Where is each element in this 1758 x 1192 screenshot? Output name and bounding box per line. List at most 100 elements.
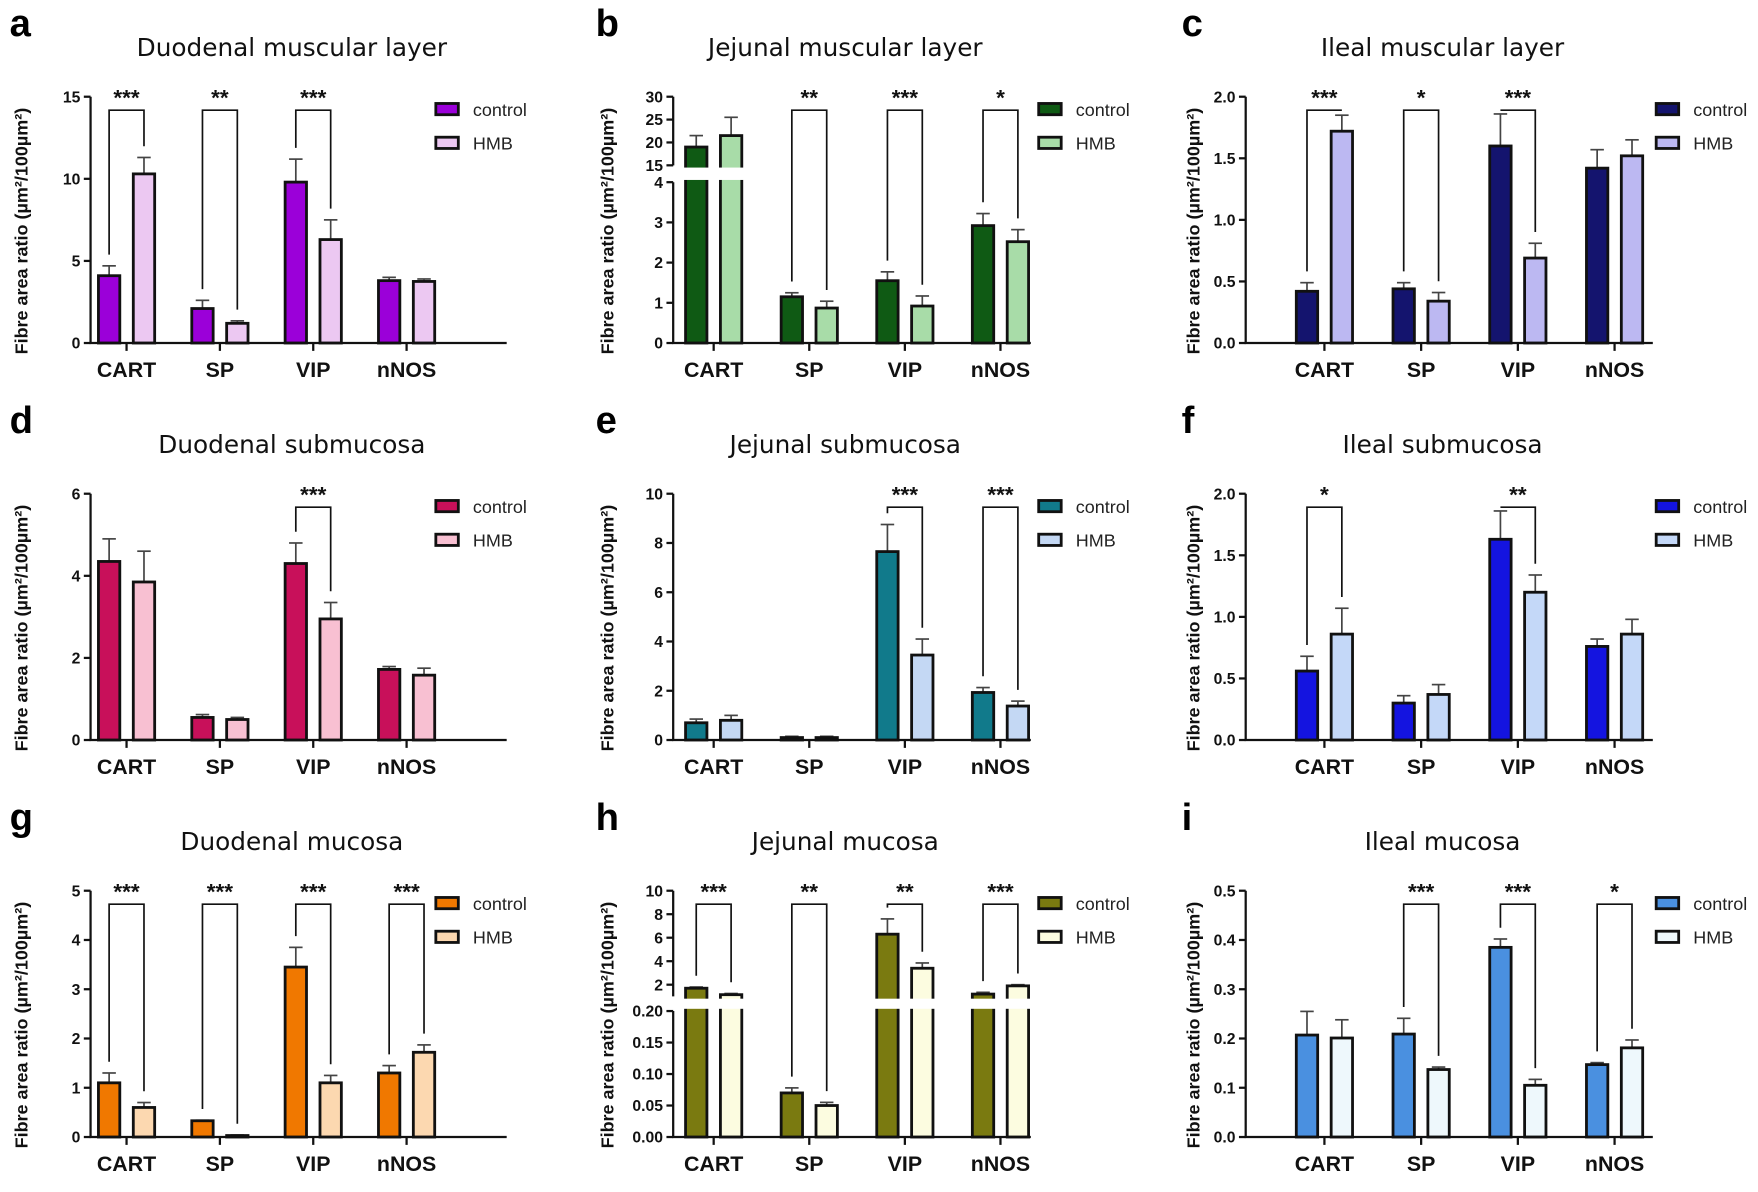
y-tick-label: 6	[654, 585, 663, 602]
significance-bracket	[790, 903, 828, 1092]
significance-label: **	[801, 86, 819, 111]
bar-hmb-vip	[910, 966, 935, 1139]
y-axis-label: Fibre area ratio (µm²/100µm²)	[598, 505, 618, 752]
x-tick-label: VIP	[1501, 755, 1535, 779]
legend-label: control	[473, 497, 527, 517]
x-tick-label: CART	[684, 358, 743, 382]
significance-bracket	[790, 109, 828, 290]
y-tick-label: 3	[72, 982, 81, 999]
chart-g: g Duodenal mucosa Fibre area ratio (µm²/10…	[10, 796, 527, 1176]
significance-label: **	[801, 880, 819, 905]
y-tick-label: 8	[654, 907, 663, 924]
bar-hmb-vip	[318, 1081, 343, 1139]
legend-label: HMB	[1693, 134, 1733, 154]
legend-swatch-control	[1654, 102, 1681, 117]
bar-control-nnos	[970, 691, 996, 742]
chart-b: b Jejunal muscular layer Fibre area ratio …	[596, 2, 1130, 382]
bar-control-vip	[875, 932, 900, 1139]
y-tick-label: 8	[654, 536, 663, 553]
legend-swatch-hmb	[1037, 532, 1063, 547]
x-tick-label: VIP	[1501, 1152, 1535, 1176]
significance-bracket	[982, 109, 1019, 219]
x-tick-label: SP	[1407, 1152, 1436, 1176]
y-tick-label: 2	[654, 255, 663, 272]
legend-swatch-hmb	[434, 929, 460, 944]
bar-hmb-nnos	[411, 280, 437, 345]
bar-control-cart	[1294, 289, 1320, 345]
x-tick-label: nNOS	[377, 358, 436, 382]
legend-label: HMB	[1076, 134, 1116, 154]
y-tick-label: 1.5	[1214, 548, 1236, 565]
chart-title: Jejunal mucosa	[750, 827, 939, 856]
panel-i: i Ileal mucosa Fibre area ratio (µm²/100µm…	[1172, 794, 1758, 1191]
y-axis-label: Fibre area ratio (µm²/100µm²)	[12, 108, 32, 355]
chart-title: Ileal mucosa	[1365, 827, 1521, 856]
significance-label: ***	[113, 86, 140, 111]
y-tick-label: 0.0	[1214, 1130, 1236, 1147]
bar-hmb-sp	[1426, 299, 1451, 345]
significance-bracket	[695, 903, 732, 983]
y-tick-label: 1.0	[1214, 212, 1236, 229]
bar-hmb-cart	[131, 172, 157, 345]
significance-bracket	[982, 903, 1019, 982]
legend-label: HMB	[473, 531, 513, 551]
chart-title: Ileal submucosa	[1342, 430, 1542, 459]
panel-letter: i	[1182, 796, 1193, 839]
y-tick-label: 0.20	[632, 1004, 663, 1021]
significance-bracket	[1596, 903, 1633, 1052]
significance-bracket	[1499, 903, 1537, 1069]
chart-e: e Jejunal submucosa Fibre area ratio (µm²/…	[596, 399, 1130, 779]
panel-letter: f	[1182, 399, 1195, 442]
panel-h: h Jejunal mucosa Fibre area ratio (µm²/100…	[586, 794, 1172, 1191]
y-tick-label: 1.0	[1214, 609, 1236, 626]
y-tick-label: 0.2	[1214, 1031, 1236, 1048]
legend-label: HMB	[473, 134, 513, 154]
significance-bracket	[294, 109, 332, 209]
chart-a: a Duodenal muscular layer Fibre area ratio…	[10, 2, 527, 382]
bar-control-cart	[1294, 1033, 1320, 1139]
x-tick-label: VIP	[296, 358, 330, 382]
significance-bracket	[886, 506, 924, 628]
bar-hmb-cart	[719, 993, 744, 1139]
x-tick-label: SP	[1407, 755, 1436, 779]
x-tick-label: CART	[684, 1152, 743, 1176]
legend-swatch-hmb	[434, 135, 460, 150]
bar-hmb-cart	[1329, 632, 1354, 742]
bar-control-vip	[1488, 144, 1513, 345]
x-tick-label: nNOS	[1585, 358, 1644, 382]
y-tick-label: 20	[646, 135, 664, 152]
significance-label: ***	[300, 880, 327, 905]
significance-bracket	[1500, 506, 1537, 564]
chart-title: Duodenal muscular layer	[137, 33, 448, 62]
y-axis-label: Fibre area ratio (µm²/100µm²)	[1184, 505, 1204, 752]
y-tick-label: 2	[72, 1031, 81, 1048]
bar-control-nnos	[377, 668, 402, 742]
y-axis-label: Fibre area ratio (µm²/100µm²)	[12, 902, 32, 1149]
legend-swatch-control	[434, 896, 460, 911]
bar-hmb-nnos	[1619, 1046, 1645, 1139]
y-tick-label: 15	[646, 158, 664, 175]
legend-label: control	[1076, 100, 1130, 120]
bar-hmb-cart	[131, 580, 157, 742]
significance-label: ***	[207, 880, 234, 905]
x-tick-label: SP	[795, 755, 824, 779]
bar-hmb-nnos	[1005, 704, 1030, 742]
significance-label: *	[996, 86, 1005, 111]
chart-f: f Ileal submucosa Fibre area ratio (µm²/10…	[1182, 399, 1748, 779]
y-tick-label: 2.0	[1214, 486, 1236, 503]
x-tick-label: CART	[97, 1152, 156, 1176]
significance-bracket	[201, 109, 239, 310]
legend-label: control	[1076, 894, 1130, 914]
bar-hmb-vip	[910, 653, 935, 742]
significance-label: ***	[892, 86, 919, 111]
bar-hmb-sp	[814, 1104, 839, 1139]
x-tick-label: SP	[795, 358, 824, 382]
y-tick-label: 30	[646, 89, 664, 106]
bar-control-nnos	[377, 279, 402, 345]
bar-control-nnos	[377, 1071, 402, 1139]
legend-label: HMB	[1076, 928, 1116, 948]
bar-hmb-nnos	[411, 1050, 437, 1139]
legend-label: HMB	[1693, 531, 1733, 551]
y-tick-label: 15	[63, 89, 81, 106]
legend-swatch-control	[1037, 499, 1063, 514]
